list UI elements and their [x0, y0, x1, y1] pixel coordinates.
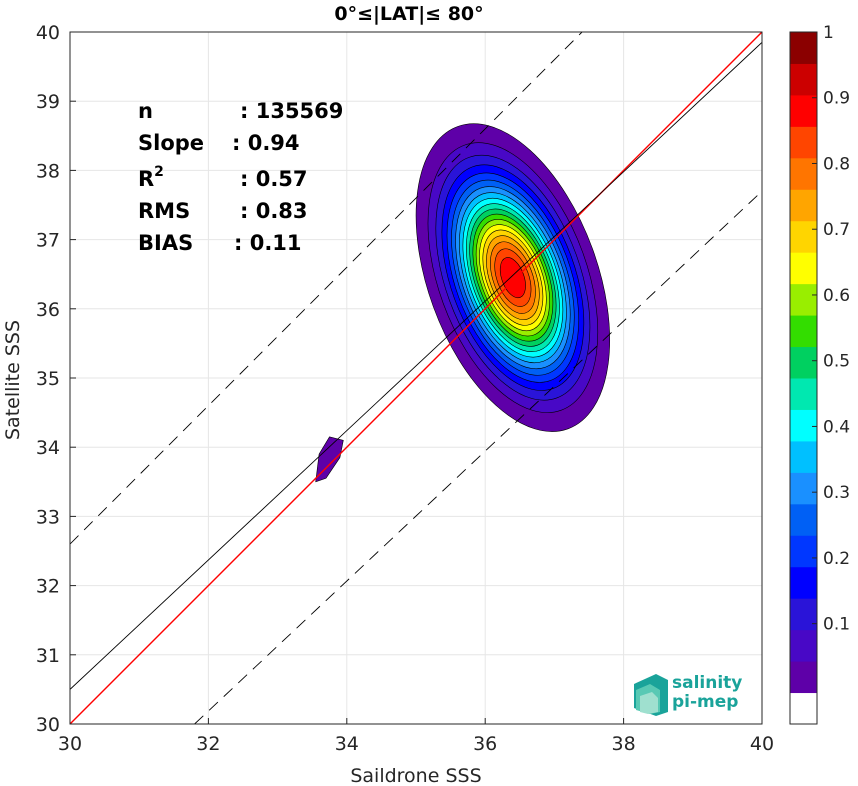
y-tick-label: 39 — [36, 91, 60, 113]
y-tick-label: 31 — [36, 645, 60, 667]
x-tick-label: 30 — [58, 733, 82, 755]
stat-key: BIAS — [138, 231, 193, 255]
logo-line-2: pi-mep — [672, 692, 738, 712]
chart-title: 0°≤|LAT|≤ 80° — [334, 3, 483, 25]
colorbar-tick-label: 0.9 — [823, 89, 850, 109]
stat-label: n — [138, 99, 153, 123]
wave-logo-icon — [634, 674, 668, 716]
colorbar-tick-label: 0.7 — [823, 220, 850, 240]
y-tick-label: 35 — [36, 368, 60, 390]
y-tick-label: 30 — [36, 714, 60, 736]
x-tick-label: 32 — [196, 733, 220, 755]
colorbar: 0.1 0.2 0.3 0.4 0.5 0.6 0.7 0.8 0.9 1 — [789, 23, 850, 725]
stat-separator: : — [232, 131, 248, 155]
colorbar-segment — [790, 189, 817, 222]
colorbar-segment — [790, 283, 817, 316]
stat-number: 135569 — [256, 99, 344, 123]
colorbar-tick-label: 0.2 — [823, 549, 850, 569]
colorbar-segment — [790, 566, 817, 599]
colorbar-segment — [790, 503, 817, 536]
x-tick-label: 36 — [473, 733, 497, 755]
colorbar-tick-label: 1 — [823, 23, 834, 43]
density-contours — [315, 123, 611, 483]
stat-separator: : — [240, 99, 256, 123]
colorbar-segment — [790, 315, 817, 348]
stat-separator: : — [240, 167, 256, 191]
colorbar-segment — [790, 535, 817, 568]
y-tick-label: 38 — [36, 160, 60, 182]
regression-line — [70, 42, 762, 690]
stat-value: : 0.83 — [240, 199, 308, 223]
x-tick-label: 34 — [335, 733, 359, 755]
stat-number: 0.11 — [250, 231, 302, 255]
y-axis-label: Satellite SSS — [2, 320, 24, 440]
colorbar-segment — [790, 629, 817, 662]
salinity-pi-mep-logo: salinity pi-mep — [634, 673, 742, 716]
y-tick-label: 36 — [36, 299, 60, 321]
stat-value: : 0.57 — [240, 167, 308, 191]
y-tick-label: 32 — [36, 576, 60, 598]
reference-lines — [70, 32, 762, 724]
stat-number: 0.83 — [256, 199, 308, 223]
x-tick-labels: 30 32 34 36 38 40 — [58, 733, 774, 755]
stat-value: : 0.94 — [232, 131, 300, 155]
colorbar-frame — [789, 31, 818, 725]
stat-separator: : — [234, 231, 250, 255]
colorbar-segment — [790, 661, 817, 694]
colorbar-segment — [790, 220, 817, 253]
stat-key: Slope — [138, 131, 204, 155]
colorbar-segment — [790, 692, 817, 725]
stat-label: Slope — [138, 131, 204, 155]
one-to-one-line — [70, 32, 762, 724]
colorbar-segment — [790, 472, 817, 505]
stat-value: : 135569 — [240, 99, 343, 123]
y-tick-label: 40 — [36, 22, 60, 44]
colorbar-segment — [790, 598, 817, 631]
colorbar-tick-label: 0.8 — [823, 154, 850, 174]
plot-frame — [69, 31, 763, 725]
x-axis-label: Saildrone SSS — [350, 765, 481, 786]
y-tick-label: 34 — [36, 437, 60, 459]
y-tick-labels: 30 31 32 33 34 35 36 37 38 39 40 — [36, 22, 60, 736]
stat-key: RMS — [138, 199, 190, 223]
colorbar-segment — [790, 94, 817, 127]
colorbar-tick-label: 0.5 — [823, 352, 850, 372]
stat-key: n — [138, 99, 153, 123]
y-tick-label: 33 — [36, 506, 60, 528]
stat-separator: : — [240, 199, 256, 223]
upper-bound-line — [70, 32, 583, 545]
colorbar-tick-label: 0.1 — [823, 615, 850, 635]
stat-label: R2 — [138, 164, 164, 191]
colorbar-segment — [790, 346, 817, 379]
colorbar-segment — [790, 63, 817, 96]
stat-label: BIAS — [138, 231, 193, 255]
stat-number: 0.57 — [256, 167, 308, 191]
colorbar-segment — [790, 252, 817, 285]
colorbar-segment — [790, 440, 817, 473]
colorbar-segment — [790, 157, 817, 190]
colorbar-tick-label: 0.4 — [823, 417, 850, 437]
stat-key: R — [138, 167, 154, 191]
colorbar-segment — [790, 32, 817, 64]
x-tick-label: 40 — [750, 733, 774, 755]
stat-label: RMS — [138, 199, 190, 223]
stat-value: : 0.11 — [234, 231, 302, 255]
colorbar-tick-label: 0.6 — [823, 286, 850, 306]
x-tick-label: 38 — [612, 733, 636, 755]
stat-superscript: 2 — [154, 164, 164, 180]
stat-number: 0.94 — [248, 131, 300, 155]
colorbar-tick-label: 0.3 — [823, 483, 850, 503]
y-tick-label: 37 — [36, 230, 60, 252]
colorbar-segment — [790, 126, 817, 159]
lower-bound-line — [194, 190, 762, 724]
logo-line-1: salinity — [672, 673, 742, 693]
colorbar-segment — [790, 378, 817, 410]
colorbar-segment — [790, 409, 817, 442]
